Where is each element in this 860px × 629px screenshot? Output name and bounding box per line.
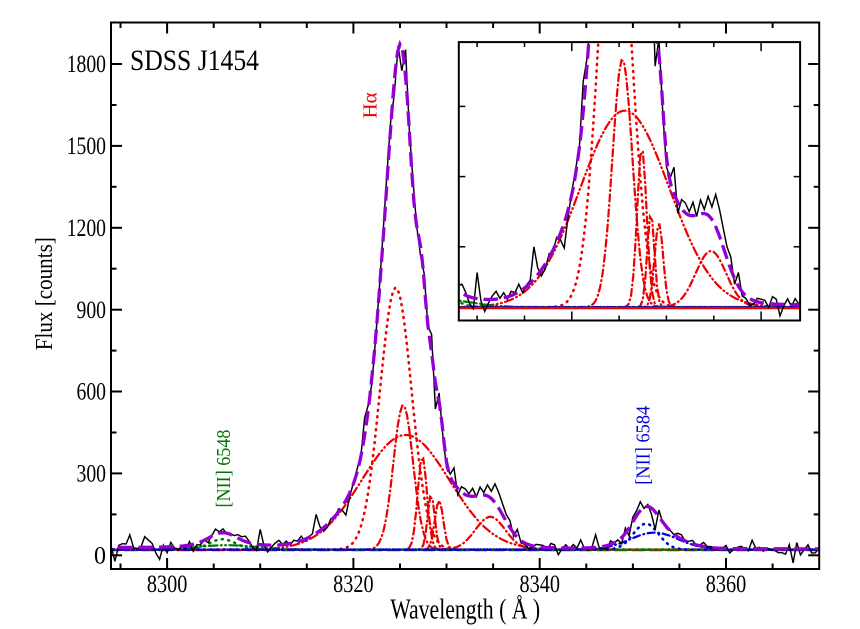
svg-text:[NII] 6548: [NII] 6548 (213, 430, 235, 508)
svg-text:Hα: Hα (360, 92, 382, 119)
svg-text:1800: 1800 (67, 51, 106, 78)
svg-text:8360: 8360 (706, 571, 747, 598)
svg-text:8320: 8320 (333, 571, 374, 598)
svg-text:300: 300 (77, 461, 107, 488)
svg-text:600: 600 (77, 379, 107, 406)
svg-text:1500: 1500 (67, 133, 106, 160)
svg-text:8300: 8300 (147, 571, 188, 598)
svg-text:Flux [counts]: Flux [counts] (32, 237, 58, 350)
svg-text:Wavelength ( Å ): Wavelength ( Å ) (390, 594, 540, 625)
svg-text:[NII] 6584: [NII] 6584 (633, 406, 655, 485)
svg-text:1200: 1200 (67, 215, 106, 242)
svg-text:0: 0 (94, 543, 106, 570)
svg-text:8340: 8340 (519, 571, 560, 598)
svg-text:900: 900 (77, 297, 107, 324)
svg-text:SDSS J1454: SDSS J1454 (130, 44, 259, 77)
